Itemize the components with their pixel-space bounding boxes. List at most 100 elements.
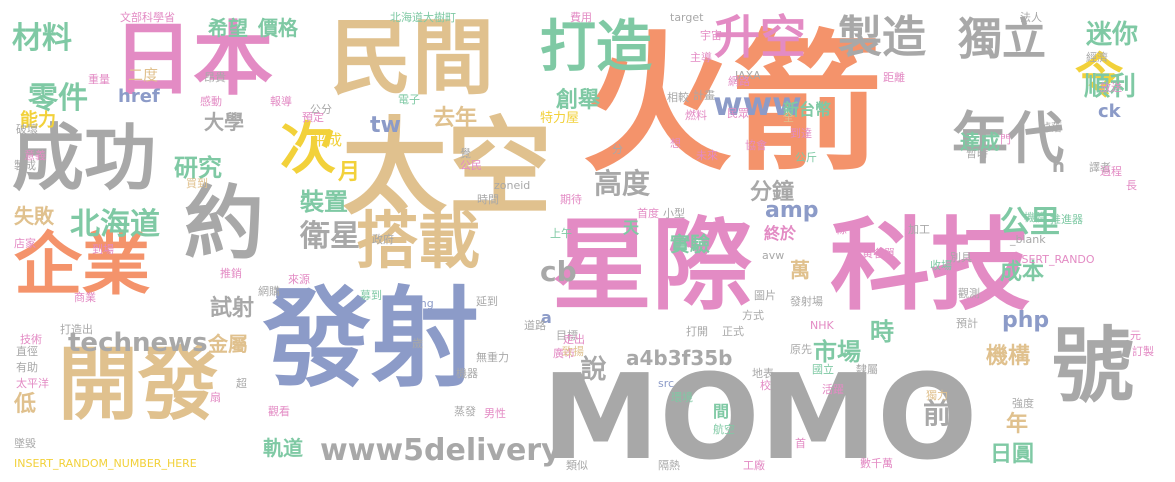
cloud-word: 墜毀	[14, 437, 36, 450]
cloud-word: 工廠	[743, 459, 765, 472]
cloud-word: 搭載	[356, 204, 481, 277]
cloud-word: 打造	[540, 15, 652, 80]
cloud-word: 發射場	[790, 295, 823, 308]
cloud-word: 企業	[14, 226, 151, 305]
cloud-word: 成功	[12, 116, 157, 200]
cloud-word: 約	[184, 177, 264, 270]
cloud-word: 國立	[812, 363, 834, 376]
cloud-word: 感動	[200, 95, 222, 108]
cloud-word: 黃名單	[862, 247, 895, 260]
cloud-word: 走出	[563, 333, 585, 346]
cloud-word: 加工	[908, 223, 930, 236]
cloud-word: 間	[713, 402, 730, 421]
cloud-word: 達成	[960, 130, 1000, 154]
cloud-word: 打開	[686, 325, 708, 338]
cloud-word: amp	[765, 198, 819, 223]
cloud-word: 目標	[556, 329, 578, 342]
cloud-word: target	[670, 11, 704, 24]
cloud-word: 到達	[790, 127, 812, 140]
cloud-word: 民間	[330, 11, 495, 106]
cloud-word: 圖片	[754, 289, 776, 302]
cloud-word: 時間	[477, 193, 499, 206]
cloud-word: 觀看	[268, 405, 290, 418]
cloud-word: 價格	[258, 16, 298, 40]
cloud-word: 方式	[742, 309, 764, 322]
cloud-word: 相較	[667, 91, 689, 104]
cloud-word: 打造出	[60, 323, 93, 336]
cloud-word: 校	[760, 379, 771, 392]
cloud-word: 延到	[476, 295, 498, 308]
cloud-word: n	[1052, 156, 1065, 177]
cloud-word: 男性	[484, 407, 506, 420]
cloud-word: 平成	[312, 131, 343, 149]
cloud-word: 太平洋	[16, 377, 49, 390]
cloud-word: php	[1002, 308, 1050, 333]
cloud-word: 募到	[360, 289, 382, 302]
cloud-word: www	[713, 85, 802, 123]
cloud-word: ck	[1098, 101, 1121, 122]
cloud-word: 放送	[1100, 81, 1122, 94]
cloud-word: 太空	[342, 107, 553, 229]
cloud-word: 地表	[752, 367, 774, 380]
cloud-word: 歲	[412, 337, 423, 350]
cloud-word: 到場	[92, 243, 114, 256]
cloud-word: 道路	[524, 319, 546, 332]
cloud-word: 預計	[956, 317, 978, 330]
cloud-word: 網購	[258, 285, 280, 298]
cloud-word: 元	[1130, 329, 1141, 342]
cloud-word: 電子	[398, 93, 420, 106]
cloud-word: 強度	[1012, 397, 1034, 410]
cloud-word: 計畫	[693, 89, 715, 102]
cloud-word: src	[658, 377, 675, 390]
cloud-word: 重量	[88, 73, 110, 86]
cloud-word: 迷你	[1086, 20, 1139, 50]
cloud-word: 觀測	[958, 287, 980, 300]
cloud-word: 隔熱	[658, 459, 680, 472]
cloud-word: a4b3f35b	[626, 346, 733, 370]
cloud-word: 破壞	[16, 123, 38, 136]
cloud-word: MOMO	[542, 348, 978, 482]
cloud-word: 政府	[372, 233, 394, 246]
cloud-word: 超	[236, 377, 247, 390]
cloud-word: 零件	[28, 81, 88, 116]
cloud-word: JAXA	[735, 69, 761, 82]
cloud-word: 金屬	[208, 332, 248, 356]
cloud-word: 創舉	[556, 88, 601, 113]
cloud-word: 致揚	[562, 345, 584, 358]
cloud-word: 宇宙	[700, 29, 722, 42]
cloud-word: 獨力	[926, 389, 948, 402]
cloud-word: img	[413, 297, 434, 310]
cloud-word: 去年	[433, 106, 478, 131]
cloud-word: 全	[783, 111, 794, 124]
cloud-word: 昂貴	[204, 71, 226, 84]
cloud-word: 預定	[302, 111, 324, 124]
cloud-word: 令	[1066, 50, 1122, 98]
cloud-word: 民眾	[727, 107, 749, 120]
cloud-word: 分鐘	[750, 180, 795, 205]
cloud-word: 高度	[594, 167, 651, 200]
cloud-word: 失敗	[14, 204, 54, 228]
cloud-word: 升空	[714, 10, 806, 64]
cloud-word: 特力屋	[540, 111, 580, 126]
cloud-word: 開發	[58, 338, 218, 431]
cloud-word: 別具	[950, 251, 972, 264]
cloud-word: 協會	[745, 139, 767, 152]
cloud-word: 有助	[16, 361, 38, 374]
cloud-word: 首	[795, 437, 806, 450]
cloud-word: 帶	[904, 227, 915, 240]
cloud-word: 裝置	[300, 188, 348, 216]
cloud-word: 經濟	[1086, 51, 1108, 64]
cloud-word: 機器	[456, 367, 478, 380]
cloud-word: 網路	[728, 75, 750, 88]
cloud-word: 過程	[1100, 165, 1122, 178]
cloud-word: NHK	[810, 319, 834, 332]
cloud-word: 發射	[263, 277, 480, 402]
cloud-word: 製成	[14, 159, 36, 172]
cloud-word: www5delivery	[320, 433, 561, 468]
cloud-word: 主導	[690, 51, 712, 64]
cloud-word: 推進器	[1050, 213, 1083, 226]
cloud-word: 獨立	[958, 14, 1046, 65]
cloud-word: 說	[576, 355, 606, 381]
cloud-word: 法人	[1020, 11, 1042, 24]
cloud-word: 燃料	[685, 109, 707, 122]
